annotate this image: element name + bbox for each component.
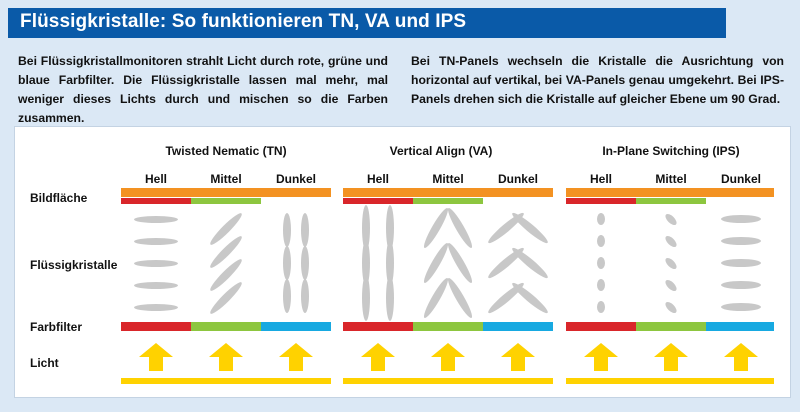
- crystal-tn-dunkel: [283, 213, 291, 247]
- filter-green-ips: [636, 322, 706, 331]
- screen-state-bar-tn-mittel: [191, 198, 261, 204]
- intro-text-left: Bei Flüssigkristallmonitoren strahlt Lic…: [18, 54, 388, 125]
- crystal-ips-hell: [597, 279, 605, 291]
- filter-blue-ips: [706, 322, 774, 331]
- crystal-ips-dunkel: [721, 259, 761, 267]
- panel-title-tn: Twisted Nematic (TN): [165, 144, 287, 158]
- stripe-icon: [698, 12, 702, 34]
- crystal-tn-hell: [134, 215, 178, 223]
- crystal-ips-hell: [597, 257, 605, 269]
- state-label-va-hell: Hell: [366, 172, 389, 186]
- screen-bar-tn: [121, 188, 331, 197]
- crystal-ips-dunkel: [721, 281, 761, 289]
- screen-state-bar-va-mittel: [413, 198, 483, 204]
- filter-red-ips: [566, 322, 636, 331]
- light-arrow-icon-tn-3: [279, 343, 313, 371]
- stripe-icon: [710, 12, 714, 34]
- crystal-ips-hell: [597, 213, 605, 225]
- crystal-ips-dunkel: [721, 215, 761, 223]
- crystal-tn-dunkel: [283, 279, 291, 313]
- light-base-ips: [566, 378, 774, 384]
- state-label-ips-dunkel: Dunkel: [720, 172, 761, 186]
- state-label-tn-hell: Hell: [144, 172, 167, 186]
- screen-state-bar-ips-hell: [566, 198, 636, 204]
- filter-blue-tn: [261, 322, 331, 331]
- state-label-va-mittel: Mittel: [432, 172, 464, 186]
- crystal-tn-hell: [134, 259, 178, 267]
- screen-bar-ips: [566, 188, 774, 197]
- screen-state-bar-va-hell: [343, 198, 413, 204]
- intro-text-right: Bei TN-Panels wechseln die Kristalle die…: [411, 54, 784, 106]
- light-base-va: [343, 378, 553, 384]
- crystal-tn-hell: [134, 303, 178, 311]
- crystal-ips-hell: [597, 235, 605, 247]
- screen-bar-va: [343, 188, 553, 197]
- filter-green-tn: [191, 322, 261, 331]
- state-label-ips-mittel: Mittel: [655, 172, 687, 186]
- light-arrow-icon-va-1: [361, 343, 395, 371]
- panel-title-ips: In-Plane Switching (IPS): [602, 144, 740, 158]
- page-title: Flüssigkristalle: So funktionieren TN, V…: [20, 11, 467, 32]
- filter-green-va: [413, 322, 483, 331]
- light-arrow-icon-ips-3: [724, 343, 758, 371]
- state-label-va-dunkel: Dunkel: [497, 172, 538, 186]
- light-arrow-icon-tn-2: [209, 343, 243, 371]
- panel-title-va: Vertical Align (VA): [389, 144, 493, 158]
- crystal-tn-dunkel: [283, 246, 291, 280]
- light-arrow-icon-ips-1: [584, 343, 618, 371]
- filter-red-va: [343, 322, 413, 331]
- stripe-icon: [704, 12, 708, 34]
- row-label-light: Licht: [30, 356, 59, 370]
- filter-red-tn: [121, 322, 191, 331]
- screen-state-bar-ips-mittel: [636, 198, 706, 204]
- crystal-va-hell: [362, 275, 370, 321]
- light-base-tn: [121, 378, 331, 384]
- crystal-va-hell: [386, 275, 394, 321]
- crystal-tn-hell: [134, 281, 178, 289]
- row-label-screen: Bildfläche: [30, 191, 88, 205]
- crystal-ips-dunkel: [721, 237, 761, 245]
- crystal-tn-dunkel: [301, 246, 309, 280]
- crystal-ips-dunkel: [721, 303, 761, 311]
- stripe-icon: [716, 12, 720, 34]
- crystal-tn-hell: [134, 237, 178, 245]
- row-label-crystals: Flüssigkristalle: [30, 258, 118, 272]
- state-label-ips-hell: Hell: [589, 172, 612, 186]
- state-label-tn-mittel: Mittel: [210, 172, 242, 186]
- screen-state-bar-tn-hell: [121, 198, 191, 204]
- light-arrow-icon-ips-2: [654, 343, 688, 371]
- state-label-tn-dunkel: Dunkel: [275, 172, 316, 186]
- light-arrow-icon-tn-1: [139, 343, 173, 371]
- crystal-tn-dunkel: [301, 213, 309, 247]
- title-banner: Flüssigkristalle: So funktionieren TN, V…: [8, 8, 726, 38]
- row-label-filter: Farbfilter: [30, 320, 83, 334]
- crystal-ips-hell: [597, 301, 605, 313]
- light-arrow-icon-va-2: [431, 343, 465, 371]
- light-arrow-icon-va-3: [501, 343, 535, 371]
- crystal-tn-dunkel: [301, 279, 309, 313]
- filter-blue-va: [483, 322, 553, 331]
